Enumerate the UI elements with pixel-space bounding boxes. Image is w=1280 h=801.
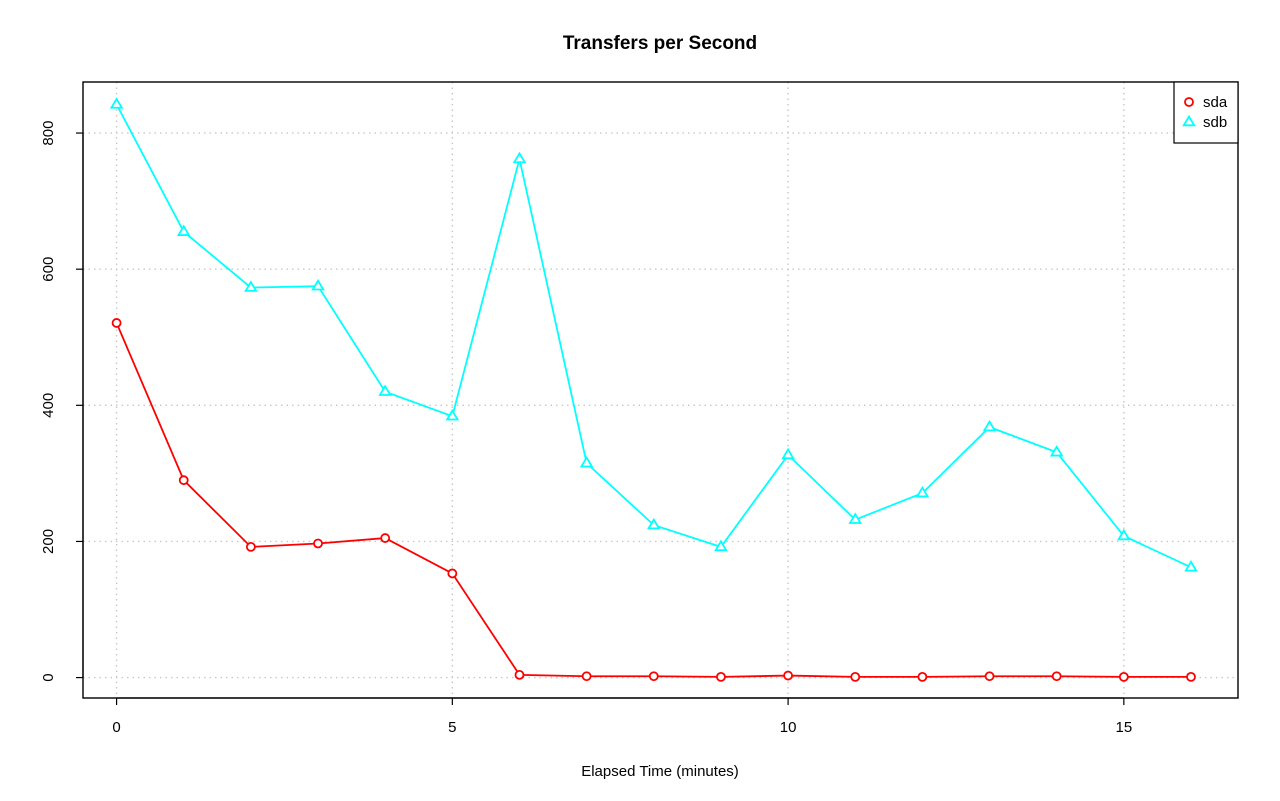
chart-title: Transfers per Second bbox=[563, 33, 757, 54]
data-point-sdb bbox=[579, 455, 594, 468]
data-point-sda bbox=[178, 475, 189, 486]
plot-frame bbox=[82, 81, 1239, 699]
data-point-sdb bbox=[244, 280, 258, 292]
x-tick-label: 10 bbox=[780, 719, 797, 736]
data-point-sdb bbox=[311, 278, 325, 291]
grid-lines bbox=[83, 82, 1238, 698]
y-tick-label: 0 bbox=[40, 673, 57, 681]
data-point-sda bbox=[648, 671, 659, 682]
legend-label-sda: sda bbox=[1203, 94, 1228, 111]
y-tick-label: 600 bbox=[40, 257, 57, 282]
legend-marker-sdb bbox=[1182, 114, 1196, 127]
series-sdb bbox=[109, 97, 1198, 572]
data-point-sdb bbox=[378, 384, 392, 396]
data-point-sdb bbox=[445, 408, 460, 421]
data-point-sda bbox=[783, 670, 793, 681]
data-point-sdb bbox=[646, 517, 661, 530]
data-point-sda bbox=[716, 671, 726, 682]
x-tick-label: 5 bbox=[448, 719, 456, 736]
data-point-sdb bbox=[915, 485, 930, 498]
series-sda bbox=[111, 318, 1196, 682]
x-axis: 0 5 10 15 bbox=[112, 697, 1132, 736]
data-point-sda bbox=[447, 568, 458, 579]
legend: sda sdb bbox=[1173, 81, 1239, 144]
y-tick-label: 400 bbox=[40, 393, 57, 418]
data-point-sda bbox=[581, 671, 592, 682]
legend-box bbox=[1173, 81, 1239, 144]
legend-marker-sda bbox=[1184, 97, 1194, 107]
data-point-sdb bbox=[781, 447, 795, 460]
series-layer bbox=[109, 97, 1198, 682]
data-point-sda bbox=[850, 671, 861, 682]
data-point-sda bbox=[111, 318, 122, 328]
data-point-sdb bbox=[109, 97, 124, 109]
data-point-sda bbox=[984, 671, 995, 682]
legend-item-sdb: sdb bbox=[1182, 114, 1227, 131]
x-tick-label: 15 bbox=[1115, 719, 1132, 736]
y-tick-label: 200 bbox=[40, 529, 57, 554]
x-axis-label: Elapsed Time (minutes) bbox=[581, 763, 739, 780]
data-point-sdb bbox=[1049, 445, 1064, 457]
series-line-sda bbox=[115, 322, 1191, 678]
data-point-sda bbox=[1051, 671, 1062, 682]
y-tick-label: 800 bbox=[40, 121, 57, 146]
legend-item-sda: sda bbox=[1184, 94, 1228, 111]
data-point-sdb bbox=[1184, 560, 1198, 572]
data-point-sdb bbox=[982, 419, 997, 432]
x-tick-label: 0 bbox=[112, 719, 120, 736]
data-point-sda bbox=[1118, 671, 1129, 682]
data-point-sda bbox=[917, 671, 928, 682]
data-point-sdb bbox=[848, 512, 863, 524]
data-point-sda bbox=[514, 669, 525, 680]
data-point-sda bbox=[313, 538, 323, 549]
data-point-sda bbox=[245, 541, 256, 552]
data-point-sdb bbox=[176, 224, 191, 236]
y-axis: 0 200 400 600 800 bbox=[40, 121, 84, 682]
data-point-sda bbox=[1186, 671, 1196, 682]
series-line-sdb bbox=[115, 104, 1192, 569]
data-point-sdb bbox=[714, 539, 728, 552]
legend-label-sdb: sdb bbox=[1203, 114, 1227, 131]
data-point-sdb bbox=[512, 151, 527, 164]
data-point-sda bbox=[380, 533, 391, 543]
data-point-sdb bbox=[1117, 528, 1131, 541]
